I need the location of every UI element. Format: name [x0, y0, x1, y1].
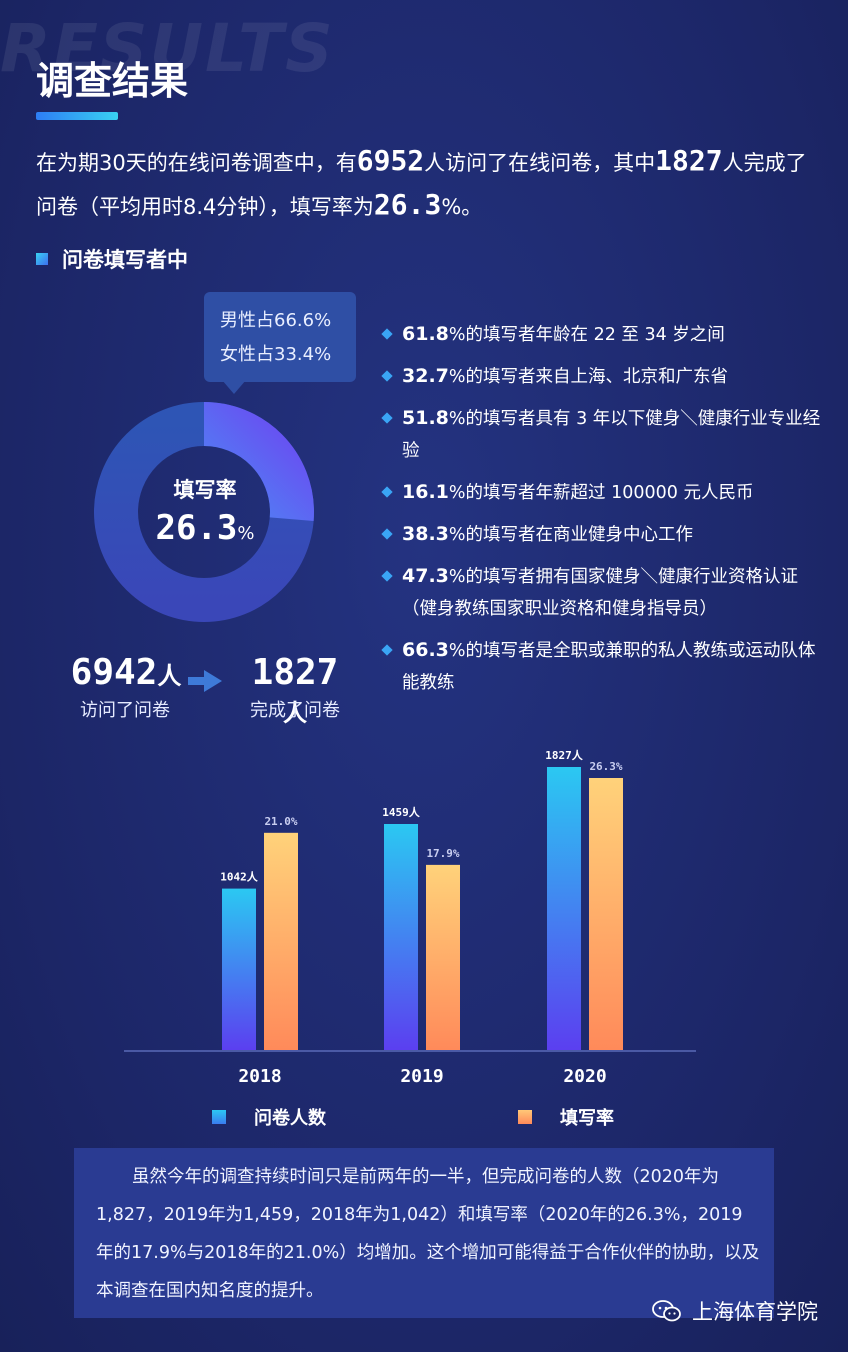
fact-item: 38.3%的填写者在商业健身中心工作	[381, 518, 822, 551]
fact-item: 47.3%的填写者拥有国家健身＼健康行业资格认证（健身教练国家职业资格和健身指导…	[381, 560, 822, 625]
fact-pct: 51.8	[402, 407, 449, 429]
legend-item-count: 问卷人数	[212, 1104, 326, 1130]
fact-pct: 16.1	[402, 481, 449, 503]
fill-rate-donut	[94, 402, 314, 622]
legend-swatch-orange	[518, 1110, 532, 1124]
bar-label-count-2018: 1042人	[220, 870, 258, 884]
wechat-icon	[652, 1300, 681, 1322]
diamond-bullet-icon	[381, 570, 393, 582]
fact-item: 66.3%的填写者是全职或兼职的私人教练或运动队体能教练	[381, 634, 822, 699]
results-watermark: RESULTS	[0, 10, 335, 87]
intro-text-3: 人完成了问卷（平均用时8.4分钟），填写率为	[36, 151, 807, 219]
section-heading: 问卷填写者中	[36, 244, 188, 274]
diamond-bullet-icon	[381, 644, 393, 656]
visited-number: 6942	[70, 652, 158, 693]
x-tick-2020: 2020	[563, 1066, 606, 1087]
diamond-bullet-icon	[381, 486, 393, 498]
fact-text: %的填写者来自上海、北京和广东省	[448, 367, 729, 387]
fact-text: %的填写者是全职或兼职的私人教练或运动队体能教练	[402, 641, 816, 693]
intro-paragraph: 在为期30天的在线问卷调查中，有6952人访问了在线问卷，其中1827人完成了问…	[36, 140, 826, 228]
intro-visitors: 6952	[356, 144, 425, 177]
x-tick-2019: 2019	[400, 1066, 443, 1087]
x-tick-2018: 2018	[238, 1066, 281, 1087]
gender-female: 女性占33.4%	[220, 344, 332, 365]
bar-label-rate-2018: 21.0%	[264, 815, 297, 828]
fact-item: 32.7%的填写者来自上海、北京和广东省	[381, 360, 822, 393]
fact-pct: 47.3	[402, 565, 449, 587]
completed-unit: 人	[283, 699, 307, 727]
fact-text: %的填写者年薪超过 100000 元人民币	[448, 483, 754, 503]
bar-rate-2018	[264, 832, 298, 1050]
title-underline	[36, 112, 118, 120]
bar-label-rate-2020: 26.3%	[589, 760, 622, 773]
bar-label-count-2019: 1459人	[382, 805, 420, 819]
bar-rate-2020	[589, 778, 623, 1050]
fact-pct: 61.8	[402, 323, 449, 345]
bar-label-rate-2019: 17.9%	[426, 847, 459, 860]
bar-count-2020	[547, 767, 581, 1050]
fact-item: 51.8%的填写者具有 3 年以下健身＼健康行业专业经验	[381, 402, 822, 467]
bar-label-count-2020: 1827人	[545, 748, 583, 762]
brand-watermark: 上海体育学院	[652, 1296, 818, 1326]
bar-rate-2019	[426, 864, 460, 1050]
legend-swatch-blue	[212, 1110, 226, 1124]
bar-chart: 1042人 21.0% 2018 1459人 17.9% 2019 1827人 26.3% 20…	[124, 748, 696, 1087]
donut-label: 填写率	[173, 478, 237, 502]
gender-male: 男性占66.6%	[220, 310, 332, 331]
diamond-bullet-icon	[381, 528, 393, 540]
fact-item: 61.8%的填写者年龄在 22 至 34 岁之间	[381, 318, 822, 351]
completed-stat: 1827 人	[240, 652, 350, 728]
intro-text-1: 在为期30天的在线问卷调查中，有	[36, 151, 357, 175]
visited-label: 访问了问卷	[80, 700, 170, 721]
diamond-bullet-icon	[381, 412, 393, 424]
fact-text: %的填写者拥有国家健身＼健康行业资格认证（健身教练国家职业资格和健身指导员）	[402, 567, 799, 619]
fact-text: %的填写者年龄在 22 至 34 岁之间	[448, 325, 725, 345]
visited-stat: 6942人	[66, 652, 186, 693]
donut-unit: %	[237, 523, 255, 544]
visited-unit: 人	[157, 662, 182, 690]
fact-pct: 32.7	[402, 365, 449, 387]
intro-text-4: %。	[441, 195, 483, 219]
donut-arc	[94, 402, 314, 622]
bar-count-2018	[222, 888, 256, 1050]
fact-pct: 38.3	[402, 523, 449, 545]
legend-label-count: 问卷人数	[254, 1108, 326, 1129]
page-title: 调查结果	[36, 59, 189, 103]
diamond-bullet-icon	[381, 370, 393, 382]
legend-item-rate: 填写率	[518, 1104, 614, 1130]
intro-completed: 1827	[655, 144, 723, 177]
intro-text-2: 人访问了在线问卷，其中	[424, 151, 656, 175]
fact-item: 16.1%的填写者年薪超过 100000 元人民币	[381, 476, 822, 509]
respondent-facts: 61.8%的填写者年龄在 22 至 34 岁之间 32.7%的填写者来自上海、北…	[381, 318, 822, 708]
arrow-right-icon	[188, 670, 222, 692]
diamond-bullet-icon	[381, 328, 393, 340]
fact-pct: 66.3	[402, 639, 449, 661]
section-square-icon	[36, 253, 48, 265]
completed-label: 完成了问卷	[250, 700, 340, 721]
completed-number: 1827	[251, 652, 339, 693]
callout-pointer	[222, 380, 246, 394]
summary-box: 虽然今年的调查持续时间只是前两年的一半，但完成问卷的人数（2020年为1,827…	[74, 1148, 774, 1318]
fact-text: %的填写者具有 3 年以下健身＼健康行业专业经验	[402, 409, 821, 461]
section-heading-text: 问卷填写者中	[62, 248, 188, 272]
bar-count-2019	[384, 824, 418, 1050]
donut-value-wrap: 26.3%	[120, 508, 290, 548]
legend-label-rate: 填写率	[560, 1108, 614, 1129]
brand-name: 上海体育学院	[692, 1300, 818, 1324]
gender-callout	[204, 292, 356, 382]
fact-text: %的填写者在商业健身中心工作	[448, 525, 694, 545]
intro-rate: 26.3	[373, 188, 442, 221]
donut-value: 26.3	[155, 508, 238, 548]
